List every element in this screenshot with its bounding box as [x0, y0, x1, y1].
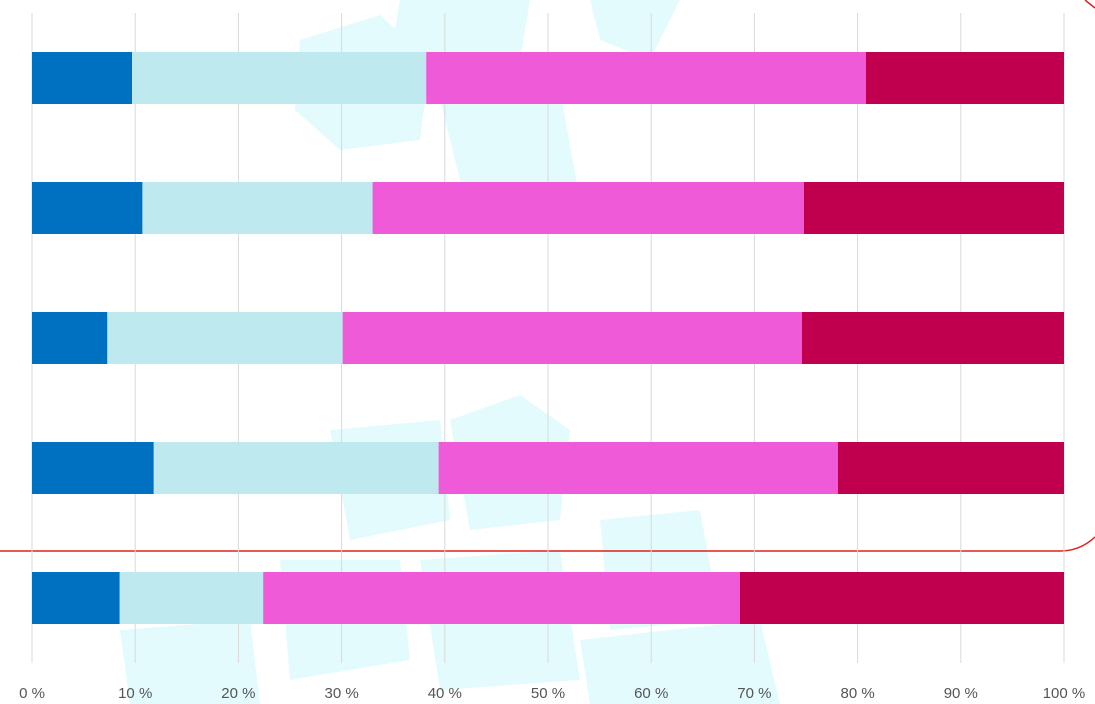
x-tick-label: 40 %	[428, 685, 462, 702]
bar-segment	[372, 182, 804, 234]
bar-segment	[342, 312, 802, 364]
bar-segment	[119, 572, 264, 624]
x-tick-label: 80 %	[840, 685, 874, 702]
bar-segment	[32, 182, 143, 234]
bar-segment	[153, 442, 439, 494]
bar-segment	[263, 572, 740, 624]
bar-segment	[803, 182, 1064, 234]
bar-segment	[132, 52, 427, 104]
x-tick-label: 0 %	[19, 685, 45, 702]
bar-segment	[32, 442, 154, 494]
x-tick-label: 90 %	[944, 685, 978, 702]
bar-segment	[739, 572, 1064, 624]
bar-segment	[426, 52, 866, 104]
x-tick-label: 20 %	[221, 685, 255, 702]
bar-segment	[438, 442, 838, 494]
x-tick-label: 10 %	[118, 685, 152, 702]
bar-segment	[865, 52, 1064, 104]
bar-segment	[142, 182, 373, 234]
x-tick-label: 30 %	[324, 685, 358, 702]
x-tick-label: 50 %	[531, 685, 565, 702]
x-tick-label: 60 %	[634, 685, 668, 702]
x-tick-label: 70 %	[737, 685, 771, 702]
bar-segment	[837, 442, 1064, 494]
bar-segment	[32, 52, 133, 104]
red-line	[0, 536, 1095, 552]
bar-segment	[32, 572, 120, 624]
bar-segment	[107, 312, 343, 364]
red-line	[1084, 0, 1095, 9]
x-tick-label: 100 %	[1043, 685, 1086, 702]
bar-segment	[32, 312, 108, 364]
bar-segment	[801, 312, 1064, 364]
